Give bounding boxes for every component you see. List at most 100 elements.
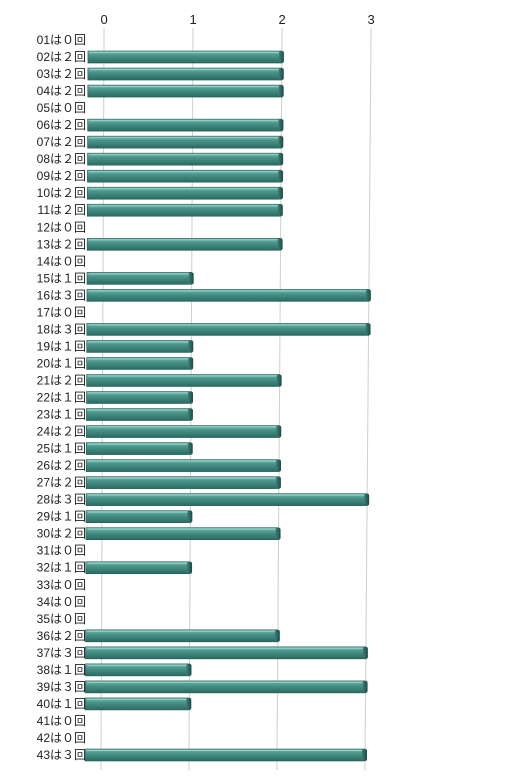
category-label: 11は２回 — [38, 203, 86, 217]
category-label: 31は０回 — [37, 544, 86, 558]
bar-end-cap — [188, 357, 194, 370]
bars — [84, 50, 371, 762]
bar-end-cap — [187, 561, 193, 574]
x-tick-label: 2 — [279, 12, 286, 27]
gridline-2 — [276, 27, 283, 771]
bar-end-cap — [186, 663, 192, 676]
bar-end-cap — [188, 340, 194, 353]
bar-end-cap — [278, 51, 284, 64]
bar — [86, 374, 282, 387]
category-label: 21は２回 — [37, 373, 86, 387]
category-label: 22は１回 — [37, 391, 86, 405]
bar-end-cap — [188, 391, 193, 404]
bar-end-cap — [277, 204, 283, 217]
category-label: 06は２回 — [37, 118, 86, 132]
category-label: 05は０回 — [37, 101, 86, 115]
category-label: 14は０回 — [37, 254, 86, 268]
bar-end-cap — [278, 68, 284, 81]
category-label: 19は１回 — [37, 339, 86, 353]
category-label: 36は２回 — [37, 629, 86, 643]
category-label: 29は１回 — [37, 510, 86, 524]
bar-end-cap — [365, 289, 371, 302]
bar-end-cap — [278, 85, 284, 98]
category-label: 16は３回 — [37, 288, 86, 302]
bar-end-cap — [278, 119, 284, 132]
category-label: 20は１回 — [37, 356, 86, 370]
bar — [85, 646, 368, 660]
bar — [86, 203, 283, 217]
category-label: 27は２回 — [37, 476, 86, 490]
bar-end-cap — [186, 697, 192, 710]
category-label: 43は３回 — [37, 748, 86, 762]
category-label: 28は３回 — [37, 493, 86, 507]
bar — [87, 152, 284, 166]
bar-end-cap — [365, 323, 371, 336]
category-labels: 01は０回 02は２回 03は２回 04は２回 05は０回 06は２回 07は２回 08は２回… — [37, 33, 86, 762]
bar — [85, 476, 281, 489]
category-label: 35は０回 — [37, 612, 86, 626]
bar — [86, 289, 371, 302]
bar — [87, 169, 284, 183]
category-label: 39は３回 — [37, 680, 86, 694]
bar-end-cap — [276, 374, 282, 387]
bar — [87, 186, 283, 200]
category-label: 26は２回 — [37, 459, 86, 473]
x-tick-label: 3 — [368, 12, 375, 27]
bar-end-cap — [276, 425, 282, 438]
bar-end-cap — [187, 408, 193, 421]
bar — [85, 527, 281, 540]
category-label: 32は１回 — [37, 561, 86, 575]
bar-end-cap — [364, 493, 370, 506]
category-label: 33は０回 — [37, 578, 86, 592]
category-label: 24は２回 — [37, 425, 86, 439]
bar — [87, 50, 284, 64]
gridline-3 — [364, 27, 372, 771]
bar — [85, 629, 280, 643]
category-label: 34は０回 — [37, 595, 86, 609]
bar-end-cap — [275, 476, 281, 489]
bar — [87, 118, 284, 132]
category-label: 40は１回 — [37, 697, 86, 711]
bar-end-cap — [276, 459, 282, 472]
category-label: 23は１回 — [37, 408, 86, 422]
category-label: 15は１回 — [37, 271, 86, 285]
bar — [86, 340, 194, 353]
bar — [85, 561, 193, 575]
x-tick-label: 0 — [100, 12, 107, 27]
bar — [86, 425, 282, 438]
bar — [87, 135, 284, 149]
category-label: 03は２回 — [37, 67, 86, 81]
x-axis-ticks: 0 1 2 3 — [100, 12, 374, 27]
category-label: 13は２回 — [37, 237, 86, 251]
bar — [85, 663, 192, 677]
bar — [84, 748, 367, 762]
bar-end-cap — [362, 646, 368, 659]
category-label: 08は２回 — [37, 152, 86, 166]
bar — [86, 357, 194, 370]
bar-end-cap — [278, 136, 284, 149]
bar-end-cap — [187, 442, 193, 455]
bar — [87, 84, 284, 98]
bar-end-cap — [278, 153, 284, 166]
bar-end-cap — [187, 510, 193, 523]
category-label: 02は２回 — [37, 50, 86, 64]
bar-end-cap — [362, 680, 368, 693]
bar — [85, 493, 370, 506]
bar — [87, 67, 284, 81]
bar — [84, 697, 192, 711]
category-label: 04は２回 — [37, 84, 86, 98]
category-label: 10は２回 — [37, 186, 86, 200]
bar-end-cap — [278, 170, 284, 183]
category-label: 09は２回 — [37, 169, 86, 183]
bar-end-cap — [277, 187, 283, 200]
bar — [85, 442, 193, 455]
bar-end-cap — [277, 238, 283, 251]
bar-end-cap — [362, 749, 367, 761]
category-label: 38は１回 — [37, 663, 86, 677]
bar — [86, 408, 193, 421]
category-label: 42は０回 — [37, 731, 86, 745]
bar — [86, 272, 194, 285]
bar — [84, 680, 368, 694]
category-label: 12は０回 — [37, 220, 86, 234]
bar-end-cap — [275, 527, 281, 540]
